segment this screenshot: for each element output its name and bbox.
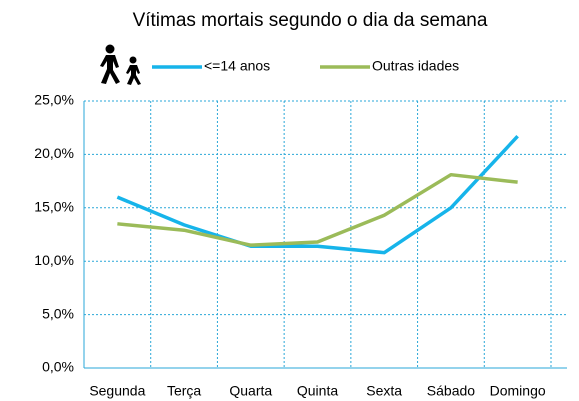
y-tick-label: 20,0% bbox=[34, 145, 74, 161]
y-tick-label: 10,0% bbox=[34, 252, 74, 268]
x-tick-label: Sábado bbox=[427, 383, 475, 399]
x-tick-label: Terça bbox=[167, 383, 201, 399]
x-tick-label: Segunda bbox=[89, 383, 145, 399]
y-tick-label: 0,0% bbox=[42, 359, 74, 375]
y-tick-label: 15,0% bbox=[34, 199, 74, 215]
y-tick-label: 5,0% bbox=[42, 305, 74, 321]
x-tick-label: Domingo bbox=[490, 383, 546, 399]
x-tick-label: Sexta bbox=[366, 383, 402, 399]
legend-label: Outras idades bbox=[372, 58, 459, 74]
series-line bbox=[117, 172, 518, 247]
y-tick-label: 25,0% bbox=[34, 92, 74, 108]
pedestrian-icon bbox=[100, 44, 141, 85]
x-tick-label: Quinta bbox=[297, 383, 338, 399]
x-tick-label: Quarta bbox=[229, 383, 272, 399]
series-line bbox=[116, 135, 519, 255]
legend-label: <=14 anos bbox=[204, 58, 270, 74]
chart-title: Vítimas mortais segundo o dia da semana bbox=[133, 10, 488, 31]
